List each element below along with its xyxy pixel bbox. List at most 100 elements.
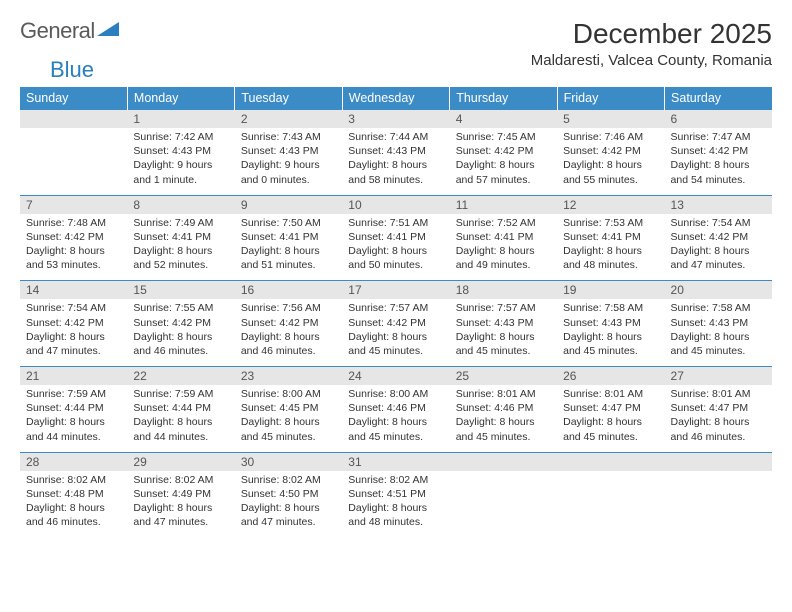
- sunset-line: Sunset: 4:43 PM: [456, 317, 534, 329]
- day-number-cell: 29: [127, 452, 234, 471]
- sunrise-line: Sunrise: 7:49 AM: [133, 217, 213, 229]
- daylight-line: Daylight: 8 hours and 49 minutes.: [456, 245, 535, 271]
- sunrise-line: Sunrise: 7:45 AM: [456, 131, 536, 143]
- content-row: Sunrise: 7:54 AM Sunset: 4:42 PM Daylight:…: [20, 299, 772, 366]
- sunrise-line: Sunrise: 7:57 AM: [348, 302, 428, 314]
- sunrise-line: Sunrise: 8:02 AM: [26, 474, 106, 486]
- sunset-line: Sunset: 4:46 PM: [348, 402, 426, 414]
- sunrise-line: Sunrise: 7:52 AM: [456, 217, 536, 229]
- sunrise-line: Sunrise: 8:02 AM: [133, 474, 213, 486]
- sunset-line: Sunset: 4:47 PM: [563, 402, 641, 414]
- day-number-cell: 20: [665, 281, 772, 300]
- sunset-line: Sunset: 4:41 PM: [563, 231, 641, 243]
- sunset-line: Sunset: 4:42 PM: [671, 145, 749, 157]
- sunrise-line: Sunrise: 8:02 AM: [348, 474, 428, 486]
- daylight-line: Daylight: 8 hours and 45 minutes.: [671, 331, 750, 357]
- day-number-cell: 13: [665, 195, 772, 214]
- logo-text-blue: Blue: [50, 57, 792, 83]
- day-content-cell: Sunrise: 7:55 AMSunset: 4:42 PMDaylight:…: [127, 299, 234, 366]
- sunrise-line: Sunrise: 7:44 AM: [348, 131, 428, 143]
- sunrise-line: Sunrise: 7:54 AM: [26, 302, 106, 314]
- day-number-cell: [20, 110, 127, 129]
- calendar-table: SundayMondayTuesdayWednesdayThursdayFrid…: [20, 87, 772, 537]
- daylight-line: Daylight: 8 hours and 46 minutes.: [241, 331, 320, 357]
- sunrise-line: Sunrise: 8:00 AM: [241, 388, 321, 400]
- content-row: Sunrise: 8:02 AMSunset: 4:48 PMDaylight:…: [20, 471, 772, 538]
- day-number-cell: [450, 452, 557, 471]
- day-content-cell: Sunrise: 8:02 AMSunset: 4:50 PMDaylight:…: [235, 471, 342, 538]
- day-content-cell: Sunrise: 8:01 AMSunset: 4:47 PMDaylight:…: [665, 385, 772, 452]
- day-content-cell: Sunrise: 7:52 AMSunset: 4:41 PMDaylight:…: [450, 214, 557, 281]
- day-content-cell: Sunrise: 8:01 AMSunset: 4:46 PMDaylight:…: [450, 385, 557, 452]
- daylight-line: Daylight: 8 hours and 45 minutes.: [563, 416, 642, 442]
- day-content-cell: Sunrise: 8:00 AMSunset: 4:46 PMDaylight:…: [342, 385, 449, 452]
- daylight-line: Daylight: 8 hours and 57 minutes.: [456, 159, 535, 185]
- daynum-row: 78910111213: [20, 195, 772, 214]
- day-number-cell: 8: [127, 195, 234, 214]
- day-content-cell: Sunrise: 7:44 AMSunset: 4:43 PMDaylight:…: [342, 128, 449, 195]
- day-content-cell: Sunrise: 7:59 AMSunset: 4:44 PMDaylight:…: [127, 385, 234, 452]
- daylight-line: Daylight: 8 hours and 58 minutes.: [348, 159, 427, 185]
- daylight-line: Daylight: 8 hours and 47 minutes.: [241, 502, 320, 528]
- day-number-cell: 3: [342, 110, 449, 129]
- day-number-cell: 26: [557, 367, 664, 386]
- daylight-line: Daylight: 8 hours and 55 minutes.: [563, 159, 642, 185]
- day-content-cell: Sunrise: 7:48 AMSunset: 4:42 PMDaylight:…: [20, 214, 127, 281]
- day-number-cell: [665, 452, 772, 471]
- sunrise-line: Sunrise: 7:58 AM: [671, 302, 751, 314]
- day-content-cell: Sunrise: 8:02 AMSunset: 4:48 PMDaylight:…: [20, 471, 127, 538]
- sunrise-line: Sunrise: 7:53 AM: [563, 217, 643, 229]
- day-content-cell: Sunrise: 7:54 AM Sunset: 4:42 PM Daylight:…: [665, 214, 772, 281]
- daylight-line: Daylight: 9 hours and 1 minute.: [133, 159, 212, 185]
- sunrise-line: Sunrise: 7:47 AM: [671, 131, 751, 143]
- day-content-cell: Sunrise: 7:57 AMSunset: 4:42 PMDaylight:…: [342, 299, 449, 366]
- day-content-cell: Sunrise: 8:02 AMSunset: 4:49 PMDaylight:…: [127, 471, 234, 538]
- day-content-cell: Sunrise: 7:53 AM Sunset: 4:41 PM Daylight:…: [557, 214, 664, 281]
- logo-text-gray: General: [20, 18, 95, 44]
- day-number-cell: 19: [557, 281, 664, 300]
- calendar-body: 123456 Sunrise: 7:42 AMSunset: 4:43 PMDa…: [20, 110, 772, 538]
- daylight-line: Daylight: 8 hours and 47 minutes.: [671, 245, 750, 271]
- day-number-cell: 30: [235, 452, 342, 471]
- day-header: Saturday: [665, 87, 772, 110]
- day-content-cell: Sunrise: 7:58 AMSunset: 4:43 PMDaylight:…: [557, 299, 664, 366]
- sunset-line: Sunset: 4:43 PM: [133, 145, 211, 157]
- daylight-line: Daylight: 8 hours and 45 minutes.: [563, 331, 642, 357]
- sunset-line: Sunset: 4:42 PM: [26, 231, 104, 243]
- logo-triangle-icon: [97, 22, 119, 40]
- sunset-line: Sunset: 4:42 PM: [348, 317, 426, 329]
- day-number-cell: 24: [342, 367, 449, 386]
- sunrise-line: Sunrise: 7:54 AM: [671, 217, 751, 229]
- day-content-cell: Sunrise: 7:54 AMSunset: 4:42 PMDaylight:…: [20, 299, 127, 366]
- day-number-cell: 4: [450, 110, 557, 129]
- day-number-cell: 9: [235, 195, 342, 214]
- sunset-line: Sunset: 4:43 PM: [671, 317, 749, 329]
- day-number-cell: 11: [450, 195, 557, 214]
- sunset-line: Sunset: 4:44 PM: [26, 402, 104, 414]
- day-number-cell: 21: [20, 367, 127, 386]
- page: General December 2025 Maldaresti, Valcea…: [0, 0, 792, 547]
- daynum-row: 14151617181920: [20, 281, 772, 300]
- daylight-line: Daylight: 8 hours and 46 minutes.: [26, 502, 105, 528]
- sunset-line: Sunset: 4:50 PM: [241, 488, 319, 500]
- sunrise-line: Sunrise: 7:55 AM: [133, 302, 213, 314]
- daylight-line: Daylight: 8 hours and 48 minutes.: [563, 245, 642, 271]
- sunset-line: Sunset: 4:45 PM: [241, 402, 319, 414]
- sunset-line: Sunset: 4:42 PM: [456, 145, 534, 157]
- day-content-cell: Sunrise: 7:46 AMSunset: 4:42 PMDaylight:…: [557, 128, 664, 195]
- sunrise-line: Sunrise: 7:59 AM: [133, 388, 213, 400]
- daylight-line: Daylight: 8 hours and 45 minutes.: [456, 331, 535, 357]
- sunrise-line: Sunrise: 7:46 AM: [563, 131, 643, 143]
- day-number-cell: 31: [342, 452, 449, 471]
- day-number-cell: 23: [235, 367, 342, 386]
- sunrise-line: Sunrise: 7:51 AM: [348, 217, 428, 229]
- sunset-line: Sunset: 4:42 PM: [671, 231, 749, 243]
- sunset-line: Sunset: 4:51 PM: [348, 488, 426, 500]
- sunrise-line: Sunrise: 8:00 AM: [348, 388, 428, 400]
- day-content-cell: Sunrise: 7:56 AMSunset: 4:42 PMDaylight:…: [235, 299, 342, 366]
- daynum-row: 123456: [20, 110, 772, 129]
- daylight-line: Daylight: 8 hours and 51 minutes.: [241, 245, 320, 271]
- daylight-line: Daylight: 8 hours and 44 minutes.: [26, 416, 105, 442]
- day-header: Friday: [557, 87, 664, 110]
- daynum-row: 21222324252627: [20, 367, 772, 386]
